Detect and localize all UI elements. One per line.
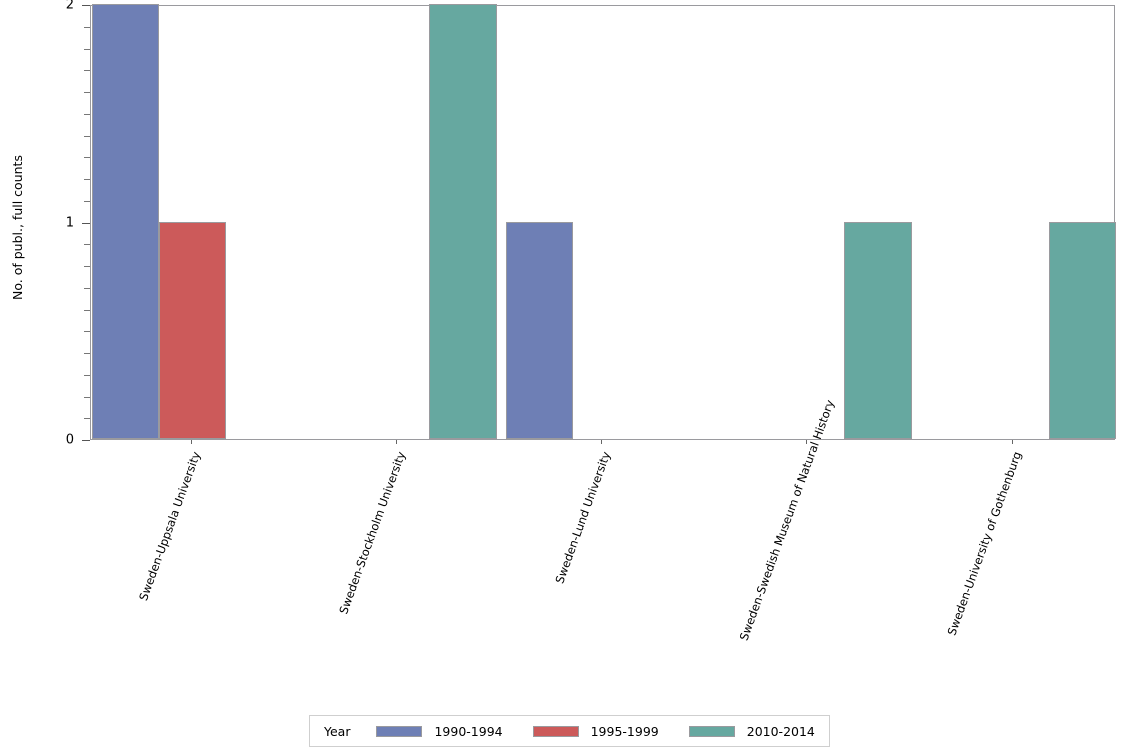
x-tick-label: Sweden-Lund University — [552, 449, 614, 586]
y-minor-tick-mark — [84, 244, 90, 246]
y-tick-mark — [82, 222, 90, 224]
y-minor-tick-mark — [84, 266, 90, 267]
y-minor-tick-mark — [84, 26, 90, 28]
bar — [92, 4, 159, 439]
y-minor-tick-mark — [84, 331, 90, 333]
y-minor-tick-mark — [84, 374, 90, 376]
y-minor-tick-mark — [84, 92, 90, 93]
y-minor-tick-mark — [84, 70, 90, 72]
plot-area — [90, 4, 1116, 440]
x-tick-label: Sweden-Stockholm University — [336, 449, 409, 616]
y-minor-tick-mark — [84, 309, 90, 311]
y-minor-tick-mark — [84, 200, 90, 202]
y-tick-label: 2 — [65, 0, 74, 13]
bar — [429, 4, 497, 439]
legend-color-swatch — [532, 725, 579, 737]
x-tick-mark — [191, 440, 192, 444]
legend-label: 2010-2014 — [746, 723, 815, 739]
legend-entry[interactable]: 1990-1994 — [376, 723, 503, 739]
y-tick-mark — [82, 440, 90, 441]
bar — [844, 221, 912, 439]
legend-label: 1990-1994 — [434, 723, 503, 739]
y-tick-label: 0 — [65, 432, 74, 448]
y-minor-tick-mark — [84, 396, 90, 398]
y-minor-tick-mark — [84, 353, 90, 354]
legend-color-swatch — [376, 725, 423, 737]
x-tick-mark — [806, 440, 807, 444]
legend-entry[interactable]: 2010-2014 — [688, 723, 815, 739]
x-tick-label: Sweden-Uppsala University — [136, 449, 204, 603]
y-minor-tick-mark — [84, 157, 90, 159]
legend-label: 1995-1999 — [590, 723, 659, 739]
x-tick-label: Sweden-University of Gothenburg — [944, 449, 1025, 638]
legend-color-swatch — [688, 725, 735, 737]
y-minor-tick-mark — [84, 48, 90, 50]
x-tick-label: Sweden-Swedish Museum of Natural History — [736, 398, 838, 643]
y-minor-tick-mark — [84, 287, 90, 289]
legend: Year 1990-1994 1995-1999 2010-2014 — [309, 715, 830, 747]
y-minor-tick-mark — [84, 179, 90, 180]
legend-title: Year — [324, 723, 351, 739]
x-tick-mark — [1012, 440, 1013, 444]
y-minor-tick-mark — [84, 113, 90, 115]
y-tick-label: 1 — [65, 215, 74, 230]
x-tick-mark — [601, 440, 602, 444]
y-minor-tick-mark — [84, 135, 90, 137]
y-minor-tick-mark — [84, 418, 90, 420]
y-tick-mark — [82, 5, 90, 6]
legend-entry[interactable]: 1995-1999 — [532, 723, 659, 739]
legend-entries: 1990-1994 1995-1999 2010-2014 — [376, 723, 815, 739]
bar — [506, 221, 573, 439]
bar — [1049, 221, 1116, 439]
bar — [159, 221, 226, 439]
x-tick-mark — [396, 440, 397, 444]
